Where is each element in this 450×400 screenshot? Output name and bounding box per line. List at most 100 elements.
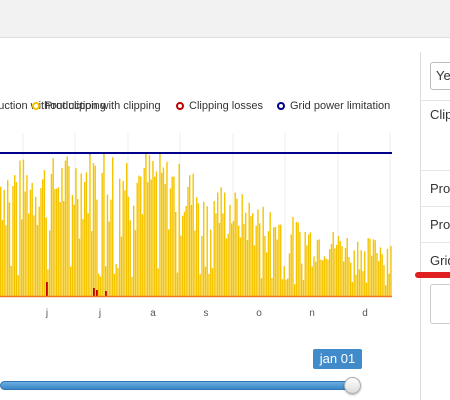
production-bar-62 [108,221,110,296]
production-bar-127 [222,213,224,296]
side-row-production-2: Pro [421,206,450,242]
production-bar-40 [70,266,72,296]
production-bar-150 [262,206,264,296]
slider-track[interactable] [0,381,355,390]
production-bar-143 [250,216,252,296]
production-bar-171 [299,232,301,296]
legend-item-production-with-clipping[interactable]: Production with clipping [32,99,161,115]
production-bar-213 [372,239,375,296]
date-slider[interactable] [0,376,362,396]
x-tick-label-6: d [362,308,368,319]
production-bar-139 [243,223,245,296]
side-input-box[interactable] [430,284,450,324]
production-bar-21 [36,225,39,296]
production-bar-153 [267,231,270,296]
production-bar-45 [78,238,81,296]
production-bar-9 [15,182,18,296]
production-bar-116 [203,201,205,296]
production-bar-16 [28,213,30,296]
production-bar-169 [295,221,298,296]
legend-label: Grid power limitation [290,100,391,112]
x-tick-label-0: j [45,308,48,319]
production-bar-32 [56,188,58,296]
production-bar-208 [364,251,366,296]
production-bar-20 [35,196,37,296]
legend-item-clipping-losses[interactable]: Clipping losses [176,99,263,115]
production-bar-176 [308,234,310,296]
production-bar-155 [271,277,273,296]
production-bar-75 [131,276,133,296]
production-bar-22 [38,206,40,296]
production-bar-206 [360,250,362,296]
production-bar-25 [43,170,46,296]
production-bar-79 [138,175,140,296]
settings-panel: Ye Clip Pro Pro Grid [420,52,450,400]
x-tick-label-3: s [204,308,209,319]
production-bar-173 [302,279,305,296]
production-bar-170 [297,222,299,296]
production-bar-193 [337,236,340,296]
production-bar-211 [369,238,371,296]
production-bar-8 [14,175,16,296]
production-bar-198 [346,238,348,296]
chart-lines [0,152,392,298]
production-bar-47 [82,219,84,296]
active-underline [415,272,450,278]
production-bar-185 [323,256,326,296]
clipping-loss-bars [46,282,107,296]
period-select[interactable]: Ye [430,62,450,90]
production-bar-136 [238,225,240,296]
production-bar-1 [1,220,4,296]
production-bar-73 [127,196,130,296]
production-bar-4 [7,180,9,296]
production-bar-13 [22,159,25,296]
production-bar-115 [201,235,203,296]
production-bar-122 [213,201,215,296]
legend-item-grid-power-limitation[interactable]: Grid power limitation [277,99,390,115]
production-bar-101 [176,272,179,296]
production-bar-162 [283,266,285,296]
production-bar-137 [239,237,242,296]
legend-dot-icon [32,102,40,110]
production-bar-85 [148,155,151,296]
production-bar-88 [154,176,156,296]
production-bar-104 [182,215,184,296]
production-bar-152 [266,252,268,296]
production-bar-218 [381,254,383,296]
production-bar-166 [290,234,292,296]
production-bar-84 [147,182,149,296]
production-bar-163 [285,279,287,296]
production-bar-212 [371,255,373,296]
production-bar-87 [152,160,154,296]
production-bar-184 [322,260,324,296]
production-bar-59 [103,153,105,296]
production-bar-63 [110,199,112,296]
production-bar-196 [343,261,345,296]
production-bar-53 [92,163,95,296]
production-bar-110 [192,173,194,296]
production-bar-204 [357,241,359,296]
production-bar-83 [145,153,147,296]
production-bar-60 [105,266,107,296]
production-bar-107 [187,186,189,296]
slider-handle[interactable] [344,377,361,394]
legend-item-production-without-clipping[interactable]: Production without clipping [0,99,106,115]
production-bar-124 [217,192,219,296]
legend-label: Production with clipping [45,100,161,112]
production-bar-64 [112,157,114,296]
production-bar-181 [316,240,319,296]
production-bar-18 [31,182,33,296]
production-bar-86 [150,179,152,296]
production-bar-203 [355,274,357,296]
production-bar-210 [367,238,369,296]
production-bar-78 [136,182,138,296]
production-bar-215 [376,252,378,296]
production-bar-96 [168,229,170,296]
production-bar-17 [29,189,32,296]
production-bar-98 [171,176,173,296]
production-bar-189 [330,244,333,296]
x-tick-label-5: n [309,308,315,319]
x-tick-label-4: o [256,308,262,319]
